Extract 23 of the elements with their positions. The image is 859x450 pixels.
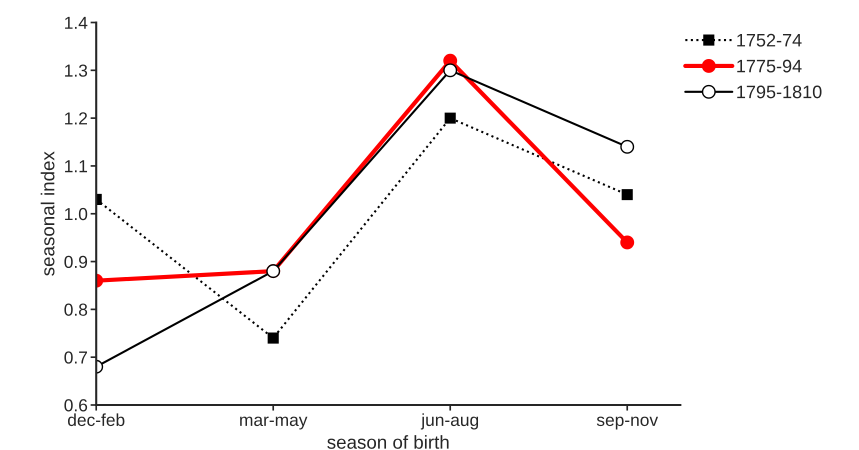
y-tick-label: 1.3 (65, 64, 88, 77)
y-tick-label: 1.0 (65, 208, 88, 220)
y-tick-label: 1.1 (65, 160, 88, 172)
legend-label: 1752-74 (737, 34, 802, 47)
point (443, 63, 458, 78)
point (622, 189, 633, 200)
x-axis-title: season of birth (327, 435, 449, 449)
y-tick-label: 0.9 (64, 256, 88, 268)
y-tick-label: 1.4 (65, 16, 88, 29)
y-tick-label: 0.7 (64, 351, 88, 364)
x-tick-label: mar-may (240, 416, 308, 430)
x-tick-label: jun-aug (420, 413, 478, 430)
legend-label: 1775-94 (737, 60, 802, 72)
legend-label: 1795-1810 (737, 86, 822, 98)
x-tick-label: dec-feb (68, 413, 124, 426)
point (444, 112, 456, 124)
y-tick-label: 1.2 (65, 112, 88, 124)
point (620, 235, 634, 250)
point (620, 140, 634, 154)
x-tick-label: sep-nov (596, 416, 658, 430)
y-axis-title: seasonal index (40, 151, 54, 276)
y-tick-label: 0.6 (64, 399, 88, 412)
y-tick-label: 0.8 (64, 304, 88, 316)
